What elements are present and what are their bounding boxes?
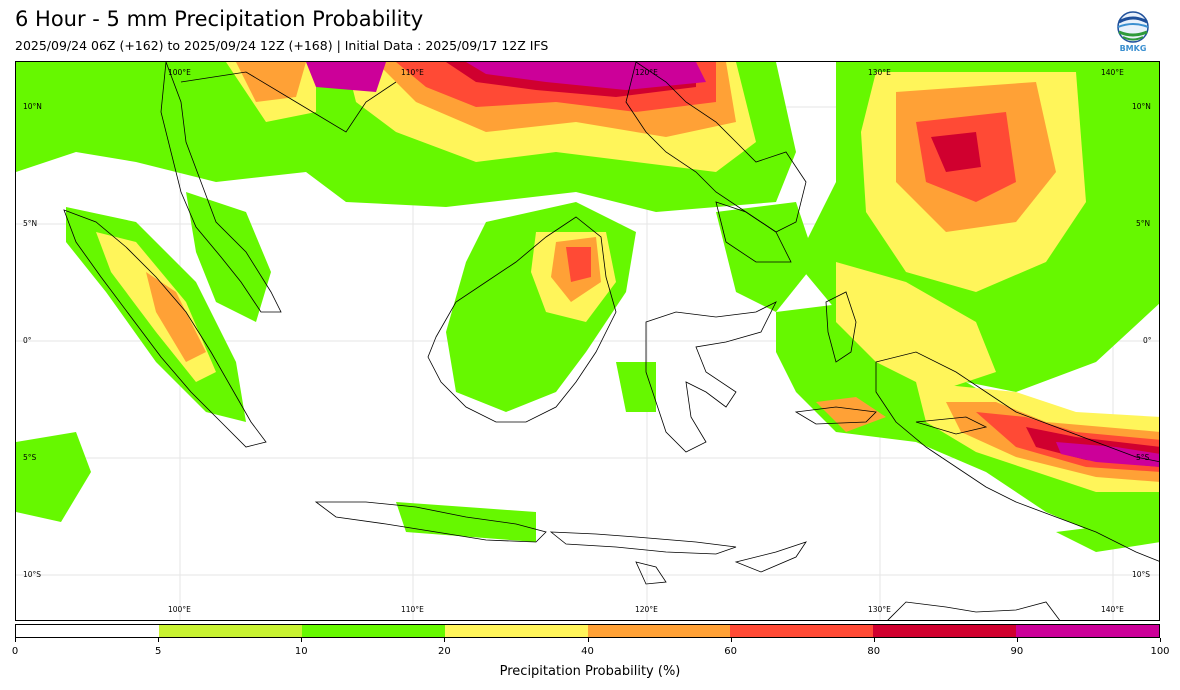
lat-label-right: 5°S: [1136, 453, 1150, 462]
colorbar-segment: [730, 625, 874, 637]
colorbar-segment: [158, 625, 302, 637]
map-title: 6 Hour - 5 mm Precipitation Probability: [15, 7, 424, 31]
lon-label-top: 110°E: [401, 68, 424, 77]
lon-label-top: 100°E: [168, 68, 191, 77]
colorbar-tick-label: 60: [724, 646, 737, 657]
colorbar-label: Precipitation Probability (%): [499, 664, 681, 679]
precipitation-map: 100°E 110°E 120°E 130°E 140°E 100°E 110°…: [15, 61, 1160, 621]
colorbar-segment: [587, 625, 731, 637]
colorbar-segment: [1016, 625, 1159, 637]
colorbar-tick-mark: [588, 638, 589, 642]
lat-label-right: 5°N: [1136, 219, 1151, 228]
map-canvas: [16, 62, 1159, 620]
colorbar-tick-mark: [1017, 638, 1018, 642]
lon-label-bottom: 140°E: [1101, 605, 1124, 614]
globe-icon: [1117, 11, 1149, 43]
colorbar-tick-mark: [444, 638, 445, 642]
colorbar-tick-label: 0: [11, 646, 19, 657]
colorbar-tick-mark: [1160, 638, 1161, 642]
coastlines: [63, 62, 1159, 620]
logo-text: BMKG: [1119, 44, 1147, 53]
colorbar-tick-label: 80: [867, 646, 881, 657]
lat-label-left: 10°N: [23, 102, 42, 111]
lon-label-top: 140°E: [1101, 68, 1124, 77]
colorbar: [15, 624, 1160, 638]
lat-label-left: 5°N: [23, 219, 38, 228]
lon-label-top: 130°E: [868, 68, 891, 77]
colorbar-tick-mark: [158, 638, 159, 642]
colorbar-tick-label: 100: [1150, 646, 1170, 657]
colorbar-tick-label: 10: [294, 646, 308, 657]
lat-label-left: 5°S: [23, 453, 37, 462]
lat-label-right: 10°N: [1132, 102, 1151, 111]
colorbar-segment: [444, 625, 588, 637]
colorbar-tick-label: 40: [581, 646, 594, 657]
lon-label-bottom: 130°E: [868, 605, 891, 614]
lat-label-right: 10°S: [1132, 570, 1151, 579]
lat-label-right: 0°: [1143, 336, 1152, 345]
lon-label-top: 120°E: [635, 68, 658, 77]
colorbar-tick-label: 5: [154, 646, 162, 657]
colorbar-tick-mark: [301, 638, 302, 642]
colorbar-tick-label: 20: [438, 646, 451, 657]
lon-label-bottom: 110°E: [401, 605, 424, 614]
colorbar-tick-mark: [15, 638, 16, 642]
colorbar-segment: [301, 625, 445, 637]
lon-label-bottom: 120°E: [635, 605, 658, 614]
lon-label-bottom: 100°E: [168, 605, 191, 614]
colorbar-segment: [16, 625, 159, 637]
colorbar-tick-mark: [731, 638, 732, 642]
map-subtitle: 2025/09/24 06Z (+162) to 2025/09/24 12Z …: [15, 38, 549, 53]
lat-label-left: 0°: [23, 336, 32, 345]
bmkg-logo: BMKG: [1114, 10, 1152, 56]
colorbar-segment: [873, 625, 1017, 637]
colorbar-tick-label: 90: [1010, 646, 1024, 657]
lat-label-left: 10°S: [23, 570, 42, 579]
colorbar-tick-mark: [874, 638, 875, 642]
